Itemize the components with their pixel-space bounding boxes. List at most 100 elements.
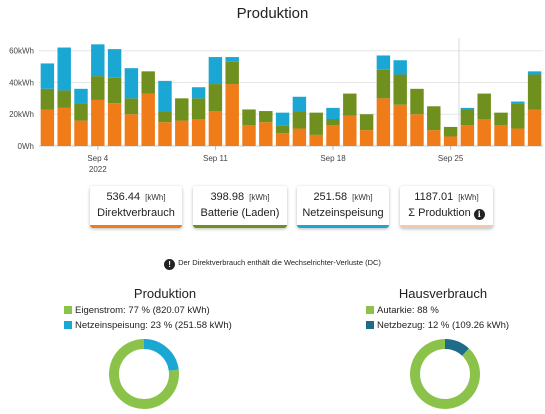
legend-hausverbrauch: Autarkie: 88 % Netzbezug: 12 % (109.26 k… [366, 303, 509, 333]
card-unit: [kWh] [352, 193, 373, 202]
bar-segment [40, 63, 55, 89]
x-tick-sublabel: 2022 [89, 165, 107, 174]
bar-segment [107, 103, 122, 146]
bar-segment [225, 61, 239, 85]
bar-segment [326, 125, 340, 146]
bar-segment [376, 98, 391, 146]
bar-segment [208, 57, 223, 85]
bar-segment [477, 93, 491, 119]
legend-item[interactable]: Eigenstrom: 77 % (820.07 kWh) [64, 303, 232, 318]
bar-segment [527, 74, 542, 110]
legend-swatch [366, 306, 374, 314]
legend-label: Netzeinspeisung: 23 % (251.58 kWh) [75, 320, 232, 331]
bar-segment [158, 80, 172, 112]
bar-segment [91, 76, 105, 100]
bar-segment [175, 98, 189, 121]
bar-segment [91, 44, 105, 77]
bar-segment [57, 90, 71, 108]
donut-chart-hausverbrauch[interactable] [405, 334, 485, 414]
legend-item[interactable]: Netzeinspeisung: 23 % (251.58 kWh) [64, 318, 232, 333]
bar-segment [208, 111, 223, 146]
bar-segment [242, 125, 256, 146]
bar-segment [359, 130, 374, 146]
bar-segment [477, 119, 491, 146]
card-unit: [kWh] [145, 193, 166, 202]
card-color-bar [297, 225, 389, 228]
card-direktverbrauch[interactable]: 536.44 [kWh] Direktverbrauch [90, 186, 182, 228]
bar-segment [410, 114, 424, 146]
bar-segment [511, 101, 525, 104]
bar-segment [343, 93, 357, 116]
bar-segment [74, 120, 88, 146]
bar-segment [158, 122, 172, 146]
bar-segment [460, 109, 475, 126]
bar-segment [124, 98, 139, 115]
card-color-bar [90, 225, 182, 228]
card-value: 536.44 [106, 191, 141, 203]
bar-segment [40, 88, 55, 110]
donut-segment-secondary[interactable] [143, 339, 179, 372]
bar-segment [376, 55, 391, 70]
bar-segment [191, 87, 206, 99]
bar-segment [275, 133, 290, 146]
info-icon[interactable]: i [473, 209, 485, 220]
page-title: Produktion [236, 5, 309, 22]
bar-segment [259, 111, 273, 123]
y-tick-label: 40kWh [9, 78, 34, 87]
bar-segment [393, 74, 407, 105]
donut-segment-secondary[interactable] [444, 339, 469, 357]
bar-segment [343, 115, 357, 146]
legend-swatch [64, 321, 72, 329]
card-color-bar [193, 225, 287, 228]
legend-swatch [64, 306, 72, 314]
note-text: Der Direktverbrauch enthält die Wechselr… [178, 258, 381, 267]
card-label: Batterie (Laden) [200, 207, 280, 219]
donut-segment-primary[interactable] [109, 339, 179, 409]
bar-segment [511, 103, 525, 129]
bar-segment [410, 88, 424, 115]
bar-segment [494, 125, 508, 146]
bar-segment [292, 96, 307, 112]
legend-item[interactable]: Netzbezug: 12 % (109.26 kWh) [366, 318, 509, 333]
bar-segment [242, 109, 256, 126]
card-label: Σ Produktion [408, 207, 471, 219]
bar-segment [259, 122, 273, 146]
y-tick-label: 60kWh [9, 47, 34, 56]
card-value: 251.58 [313, 191, 348, 203]
x-tick-label: Sep 18 [320, 154, 346, 163]
legend-item[interactable]: Autarkie: 88 % [366, 303, 509, 318]
bar-segment [511, 128, 525, 146]
bar-segment [275, 112, 290, 126]
x-tick-label: Sep 11 [203, 154, 228, 163]
card-summe-produktion[interactable]: 1187.01 [kWh] Σ Produktion i [400, 186, 493, 228]
bar-segment [191, 98, 206, 119]
bar-segment [443, 126, 458, 137]
bar-segment [124, 114, 139, 146]
bar-segment [460, 125, 475, 146]
bar-segment [527, 71, 542, 75]
bar-segment [376, 69, 391, 99]
card-netzeinspeisung[interactable]: 251.58 [kWh] Netzeinspeisung [297, 186, 389, 228]
card-label: Direktverbrauch [97, 207, 175, 219]
donut-title-hausverbrauch: Hausverbrauch [398, 286, 488, 301]
card-unit: [kWh] [458, 193, 479, 202]
bar-segment [124, 68, 139, 99]
info-note: ! Der Direktverbrauch enthält die Wechsel… [0, 258, 545, 270]
card-unit: [kWh] [249, 193, 270, 202]
bar-segment [359, 114, 374, 131]
bar-segment [443, 136, 458, 146]
bar-segment [309, 134, 323, 146]
bar-segment [40, 109, 55, 146]
bar-segment [57, 47, 71, 91]
y-tick-label: 0Wh [18, 142, 34, 151]
bar-segment [175, 120, 189, 146]
donut-segment-primary[interactable] [410, 339, 480, 409]
bar-segment [208, 84, 223, 112]
donut-chart-produktion[interactable] [104, 334, 184, 414]
bar-segment [427, 106, 441, 131]
card-batterie-laden[interactable]: 398.98 [kWh] Batterie (Laden) [193, 186, 287, 228]
legend-label: Autarkie: 88 % [377, 305, 439, 316]
card-color-bar [400, 225, 493, 228]
production-bar-chart[interactable]: 0Wh 20kWh 40kWh 60kWh Sep 4 2022 Sep 11 Sep 18 S… [0, 0, 545, 180]
donut-title-produktion: Produktion [133, 286, 197, 301]
